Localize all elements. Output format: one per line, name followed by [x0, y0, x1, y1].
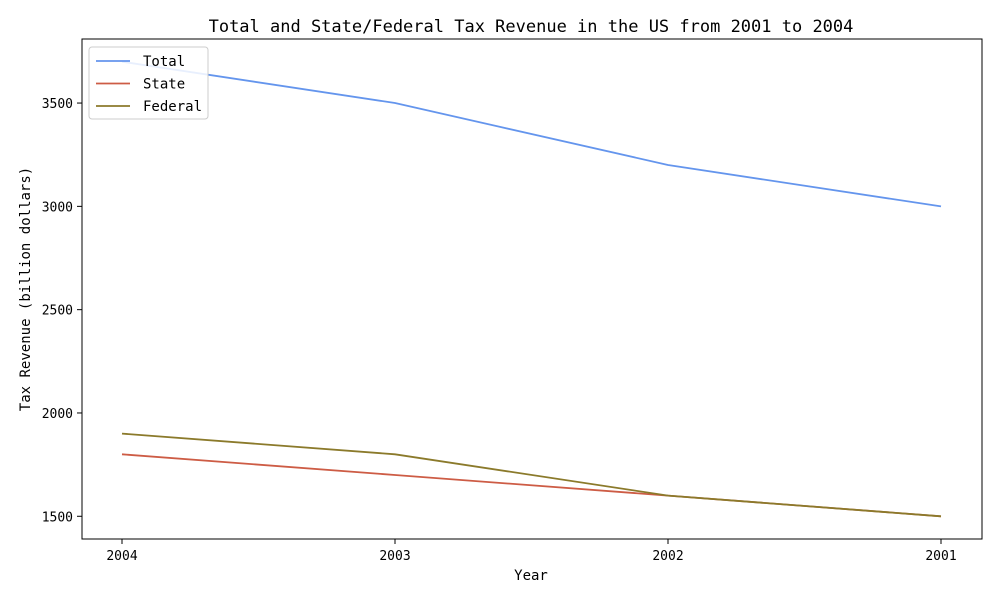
series-lines	[121, 60, 942, 518]
series-line-total	[121, 60, 942, 208]
legend-label: State	[143, 77, 185, 93]
legend-box	[88, 46, 209, 120]
y-tick-label: 3500	[42, 97, 73, 112]
series-line-federal	[121, 432, 942, 518]
y-tick-label: 2500	[42, 304, 73, 319]
axis-ticks: 2004 2003 2002 2001 1500 2000 2500 3000 3500	[42, 97, 957, 564]
legend-label: Federal	[143, 99, 202, 115]
plot-area	[81, 38, 983, 540]
x-tick-label: 2004	[106, 549, 137, 564]
y-tick-label: 2000	[42, 407, 73, 422]
x-tick-label: 2002	[652, 549, 683, 564]
legend: Total State Federal	[88, 46, 209, 120]
x-tick-label: 2003	[379, 549, 410, 564]
chart-title: Total and State/Federal Tax Revenue in t…	[209, 17, 854, 37]
x-tick-label: 2001	[925, 549, 956, 564]
legend-label: Total	[143, 54, 185, 70]
y-tick-label: 1500	[42, 510, 73, 525]
y-tick-label: 3000	[42, 200, 73, 215]
y-axis-label: Tax Revenue (billion dollars)	[18, 167, 34, 411]
x-axis-label: Year	[514, 568, 548, 584]
